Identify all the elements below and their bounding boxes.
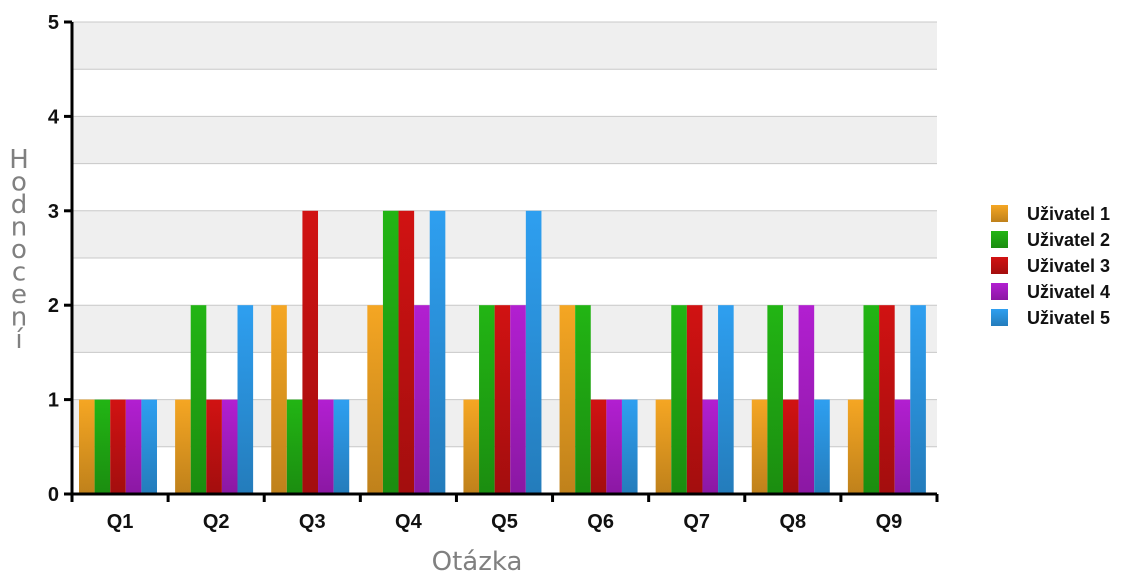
y-axis-title-letter: n	[11, 303, 27, 333]
y-axis-title-letter: o	[11, 168, 27, 198]
legend-label: Uživatel 1	[1027, 204, 1110, 224]
y-tick-label: 1	[48, 390, 59, 412]
x-tick-label: Q8	[779, 511, 806, 533]
bar	[814, 399, 830, 494]
y-axis-title-letter: c	[12, 258, 26, 288]
bar	[751, 399, 768, 494]
legend: Uživatel 1 Uživatel 2 Uživatel 3 Uživatel 4…	[991, 204, 1110, 328]
y-axis-title-letter: d	[11, 190, 28, 220]
y-tick-label: 4	[48, 106, 60, 128]
y-tick-label: 0	[48, 484, 59, 506]
y-axis-title-letter: o	[11, 235, 27, 265]
legend-swatch	[991, 231, 1008, 248]
bar	[494, 305, 511, 494]
bar	[702, 399, 719, 494]
bar	[333, 399, 350, 494]
plot-band	[72, 116, 937, 164]
bar	[398, 210, 415, 495]
bar	[894, 399, 911, 494]
legend-label: Uživatel 5	[1027, 308, 1110, 328]
bar	[847, 399, 864, 494]
x-tick-label: Q9	[876, 511, 903, 533]
bar	[910, 305, 926, 494]
bar	[671, 305, 687, 494]
legend-label: Uživatel 2	[1027, 230, 1110, 250]
bar	[94, 399, 111, 494]
y-axis-title-letter: n	[11, 213, 27, 243]
y-axis-title-letter: H	[9, 145, 29, 175]
bar	[141, 399, 157, 494]
x-tick-label: Q1	[107, 511, 134, 533]
legend-swatch	[991, 257, 1008, 274]
bar	[798, 305, 815, 494]
bar	[718, 305, 734, 494]
bar	[382, 210, 399, 495]
x-tick-label: Q3	[299, 511, 326, 533]
bar	[318, 399, 334, 494]
bar	[271, 305, 287, 494]
bar	[286, 399, 303, 494]
bar	[782, 399, 799, 494]
y-tick-label: 3	[48, 201, 59, 223]
y-axis-title-letter: e	[11, 280, 27, 310]
x-tick-label: Q5	[491, 511, 518, 533]
bar	[655, 399, 672, 494]
bar	[367, 305, 383, 494]
x-tick-label: Q2	[203, 511, 230, 533]
legend-swatch	[991, 283, 1008, 300]
y-axis-title-letter: í	[15, 325, 23, 355]
bar	[606, 399, 622, 494]
y-tick-label: 5	[48, 12, 59, 34]
bar	[590, 399, 607, 494]
x-tick-label: Q6	[587, 511, 614, 533]
bar	[302, 210, 319, 495]
legend-swatch	[991, 205, 1008, 222]
bar	[125, 399, 142, 494]
bar	[237, 305, 254, 494]
x-axis-title: Otázka	[432, 547, 523, 574]
bar	[479, 305, 495, 494]
y-tick-labels: 0 1 2 3 4 5	[48, 12, 60, 506]
bar	[414, 305, 430, 494]
plot-band	[72, 210, 937, 258]
bar	[525, 210, 542, 495]
bar	[79, 399, 95, 494]
bar	[767, 305, 783, 494]
y-tick-label: 2	[48, 295, 59, 317]
legend-label: Uživatel 4	[1027, 282, 1110, 302]
axes	[64, 20, 939, 502]
bar	[110, 399, 126, 494]
x-tick-label: Q7	[683, 511, 710, 533]
bar	[429, 210, 446, 495]
bar	[463, 399, 480, 494]
x-tick-labels: Q1 Q2 Q3 Q4 Q5 Q6 Q7 Q8 Q9	[107, 511, 903, 533]
bars	[79, 210, 926, 495]
legend-swatch	[991, 309, 1008, 326]
bar	[686, 305, 703, 494]
bar	[510, 305, 526, 494]
bar	[575, 305, 591, 494]
bar	[206, 399, 222, 494]
bar	[221, 399, 238, 494]
legend-label: Uživatel 3	[1027, 256, 1110, 276]
bar	[190, 305, 207, 494]
bar	[621, 399, 638, 494]
bar	[175, 399, 191, 494]
bar	[559, 305, 576, 494]
x-tick-label: Q4	[395, 511, 423, 533]
plot-band	[72, 22, 937, 70]
bar	[863, 305, 880, 494]
bar	[879, 305, 895, 494]
